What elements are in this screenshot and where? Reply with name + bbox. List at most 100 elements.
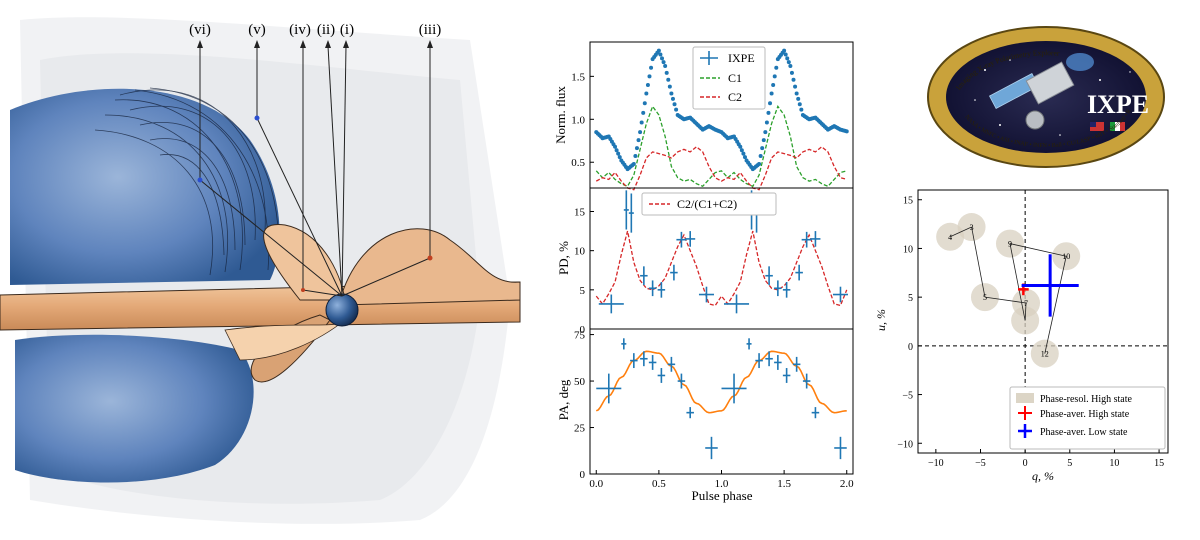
flag-icons: [1090, 122, 1125, 131]
flux-ixpe-point: [642, 101, 647, 106]
flux-legend-c2: C2: [728, 90, 742, 104]
qu-point-label: 3: [970, 223, 974, 232]
pd-legend: C2/(C1+C2): [641, 192, 777, 216]
flux-ixpe-point: [670, 96, 675, 101]
flux-ixpe-point: [663, 64, 668, 69]
flux-ixpe-point: [674, 107, 679, 112]
pa-ytick-label: 75: [574, 330, 586, 342]
flux-ixpe-point: [614, 148, 619, 153]
flux-yticks: 0.5 1.0 1.5: [571, 71, 594, 169]
qu-legend-high: Phase-aver. High state: [1040, 409, 1130, 420]
qu-point-label: 5: [983, 293, 987, 302]
pa-marks: [595, 338, 847, 460]
flux-c2-line: [595, 145, 847, 191]
flux-ixpe-point: [791, 77, 796, 82]
pa-xticks: 0.0 0.5 1.0 1.5 2.0: [589, 470, 854, 490]
qu-xticks: −10 −5 0 5 10 15: [928, 449, 1164, 469]
emission-rays: [199, 45, 431, 297]
qu-phase-arrow: [971, 226, 986, 298]
patch-stars: [974, 59, 1131, 136]
flux-ixpe-point: [633, 154, 638, 159]
flux-ixpe-point: [758, 154, 763, 159]
region-label-iv: (iv): [289, 22, 311, 38]
flux-ixpe-point: [660, 56, 665, 61]
flux-ixpe-point: [739, 148, 744, 153]
pd-ytick-label: 0: [580, 324, 586, 336]
flux-ixpe-point: [631, 161, 636, 166]
pulsar-geometry-illustration: (vi) (v) (iv) (ii) (i) (iii): [0, 17, 521, 524]
qu-frame: [917, 189, 1169, 454]
pa-xtick-label: 0.0: [589, 478, 603, 490]
qu-phase-arrow: [1009, 243, 1067, 257]
pa-ytick-label: 0: [580, 469, 586, 481]
flux-legend: IXPE C1 C2: [692, 46, 766, 110]
flux-ixpe-point: [793, 84, 798, 89]
flux-ixpe-point: [782, 48, 787, 53]
flux-ixpe-point: [617, 155, 622, 160]
region-label-v: (v): [248, 22, 266, 38]
flux-ixpe-point: [772, 74, 777, 79]
qu-point-label: 9: [1008, 240, 1012, 249]
qu-xtick-label: 15: [1154, 458, 1164, 469]
neutron-star: [325, 293, 359, 327]
pd-ratio-line: [595, 230, 848, 307]
qu-legend-low: Phase-aver. Low state: [1040, 427, 1128, 438]
patch-ixpe-name: IXPE: [1087, 90, 1149, 119]
flux-ixpe-point: [645, 82, 650, 87]
flux-c1-line: [595, 105, 847, 188]
flux-ixpe-point: [667, 84, 672, 89]
flux-ixpe-point: [669, 91, 674, 96]
pa-xtick-label: 1.0: [715, 478, 729, 490]
pa-yticks: 0 25 50 75: [574, 330, 594, 481]
flux-ixpe-point: [672, 102, 677, 107]
flux-ixpe-point: [797, 102, 802, 107]
pd-ytick-label: 15: [574, 207, 586, 219]
flux-ixpe-point: [666, 77, 671, 82]
pa-xtick-label: 2.0: [840, 478, 854, 490]
qu-point-label: 12: [1041, 350, 1049, 359]
flux-ixpe-point: [760, 146, 765, 151]
flux-ixpe-point: [649, 65, 654, 70]
pa-ytick-label: 50: [574, 376, 586, 388]
region-label-iii: (iii): [419, 22, 442, 38]
region-label-i: (i): [340, 22, 354, 38]
flux-ixpe-point: [783, 52, 788, 57]
qu-ytick-label: 0: [908, 342, 913, 353]
qu-ytick-label: −5: [902, 391, 913, 402]
accretion-column-upper: [263, 223, 346, 301]
qu-point-label: 10: [1062, 252, 1070, 261]
qu-plane-plot: u, % q, % −10 −5 0 5 10 15 −10 −5 0 5 10 15 3 4 5 7 9 1…: [874, 189, 1169, 483]
flux-ytick-label: 1.5: [571, 71, 585, 83]
pa-xlabel: Pulse phase: [691, 488, 752, 503]
flux-ixpe-point: [844, 129, 849, 134]
qu-phase-arrow: [949, 226, 972, 238]
qu-ylabel: u, %: [874, 309, 888, 331]
flux-ixpe-point: [788, 64, 793, 69]
pd-panel: PD, % 0 5 10 15 C2/(C1+C2): [556, 187, 854, 336]
qu-ytick-label: 10: [903, 244, 913, 255]
disk-warp: [339, 228, 521, 306]
qu-legend: Phase-resol. High state Phase-aver. High…: [1009, 386, 1166, 450]
flux-ixpe-point: [661, 60, 666, 65]
pd-ytick-label: 10: [574, 246, 586, 258]
flux-legend-ixpe: IXPE: [728, 51, 755, 65]
flux-ixpe-point: [764, 120, 769, 125]
flux-ixpe-point: [794, 91, 799, 96]
pd-ytick-label: 5: [580, 285, 586, 297]
qu-phase-arrow: [1044, 256, 1067, 354]
qu-xtick-label: 10: [1109, 458, 1119, 469]
flux-ixpe-point: [774, 65, 779, 70]
flux-ixpe-point: [763, 130, 768, 135]
qu-yticks: −10 −5 0 5 10 15: [897, 196, 922, 450]
flux-ixpe-point: [786, 60, 791, 65]
pd-ylabel: PD, %: [556, 241, 571, 275]
qu-ytick-label: 5: [908, 293, 913, 304]
flux-ixpe-point: [641, 110, 646, 115]
flux-ixpe-point: [771, 82, 776, 87]
pa-model-line: [595, 350, 847, 414]
flux-ixpe-point: [634, 146, 639, 151]
flux-ixpe-point: [757, 161, 762, 166]
flux-ixpe-point: [647, 74, 652, 79]
region-label-vi: (vi): [189, 22, 211, 38]
flux-ixpe-point: [741, 151, 746, 156]
